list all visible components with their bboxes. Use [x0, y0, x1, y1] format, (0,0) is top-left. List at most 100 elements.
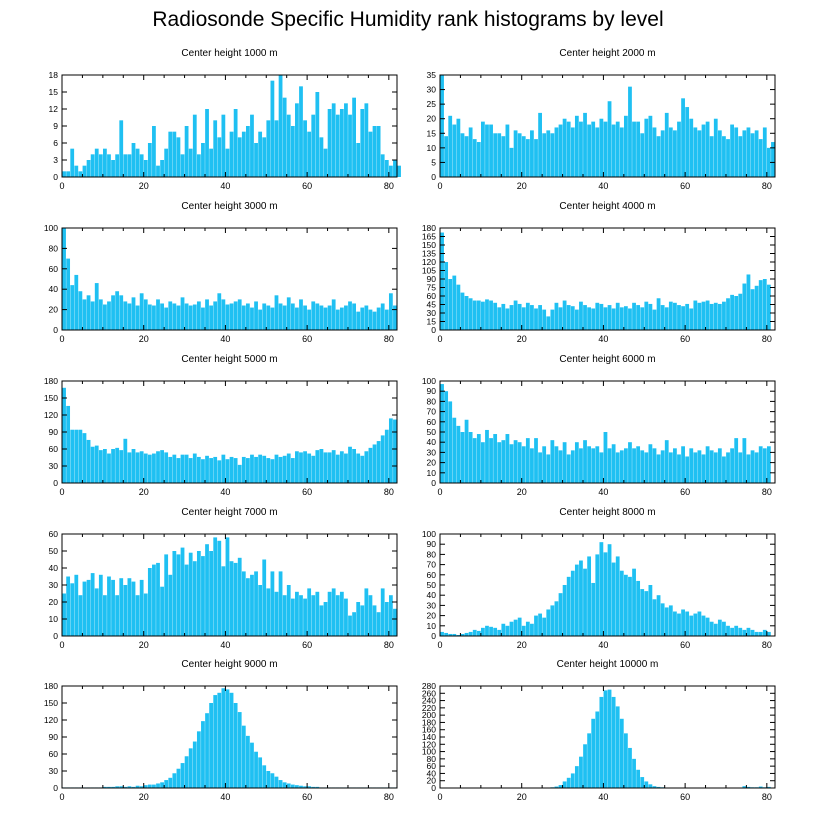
histogram-bar [574, 564, 579, 636]
histogram-bar [660, 450, 665, 483]
histogram-bar [766, 446, 771, 483]
histogram-bar [595, 446, 600, 483]
histogram-bar [286, 453, 291, 483]
y-tick-label: 20 [427, 114, 437, 124]
histogram-bar [444, 136, 449, 177]
histogram-bar [241, 131, 246, 177]
histogram-bar [331, 103, 336, 177]
histogram-bar [364, 305, 369, 330]
x-tick-label: 40 [598, 640, 608, 650]
histogram-bar [734, 127, 739, 177]
y-tick-label: 20 [49, 597, 59, 607]
histogram-bar [554, 127, 559, 177]
y-tick-label: 18 [49, 70, 59, 80]
y-tick-label: 10 [427, 468, 437, 478]
histogram-bar [384, 309, 389, 330]
histogram-bar [562, 442, 567, 483]
histogram-bar [648, 444, 653, 483]
y-tick-label: 100 [422, 747, 436, 757]
histogram-bar [229, 561, 234, 636]
y-tick-label: 60 [427, 761, 437, 771]
y-tick-label: 105 [422, 266, 436, 276]
y-tick-label: 15 [427, 128, 437, 138]
y-tick-label: 12 [49, 104, 59, 114]
histogram-bar [713, 452, 718, 483]
histogram-bar [111, 786, 115, 788]
histogram-bar [152, 305, 156, 330]
y-tick-label: 20 [427, 458, 437, 468]
histogram-bar [270, 773, 275, 788]
histogram-bar [384, 429, 389, 483]
x-tick-label: 60 [302, 487, 312, 497]
histogram-bar [233, 562, 238, 636]
histogram-bar [542, 446, 547, 483]
histogram-bar [205, 455, 209, 483]
histogram-bar [456, 118, 461, 177]
histogram-bar [315, 92, 320, 177]
histogram-bar [611, 444, 616, 483]
histogram-bar [681, 98, 685, 177]
histogram-bar [579, 756, 583, 788]
histogram-bar [299, 86, 303, 177]
histogram-bar [644, 301, 649, 330]
histogram-bar [476, 434, 481, 483]
histogram-bar [143, 593, 148, 636]
histogram-bar [730, 627, 734, 636]
histogram-bar [327, 305, 332, 330]
histogram-bar [497, 307, 502, 330]
histogram-bar [119, 786, 124, 788]
histogram-bar [123, 585, 128, 636]
histogram-bar [344, 453, 348, 483]
histogram-bar [286, 297, 291, 330]
histogram-bar [583, 112, 587, 177]
histogram-bar [86, 160, 91, 177]
histogram-bar [368, 447, 373, 483]
histogram-bar [221, 454, 226, 483]
histogram-bar [636, 580, 641, 636]
histogram-bar [566, 454, 571, 483]
histogram-bar [660, 603, 665, 636]
histogram-bar [648, 784, 653, 788]
histogram-bar [574, 766, 579, 788]
histogram-bar [762, 127, 767, 177]
y-tick-label: 30 [427, 85, 437, 95]
histogram-bar [168, 301, 173, 330]
histogram-bar [364, 588, 369, 636]
histogram-bar [66, 576, 71, 636]
histogram-bar [525, 139, 530, 177]
histogram-bar [501, 136, 506, 177]
histogram-bar [344, 598, 348, 636]
histogram-bar [460, 133, 465, 177]
histogram-bar [221, 566, 226, 636]
histogram-bar [628, 442, 632, 483]
histogram-bar [562, 585, 567, 636]
histogram-bar [640, 133, 645, 177]
histogram-bar [689, 118, 694, 177]
histogram-bar [440, 75, 444, 177]
histogram-bar [147, 143, 152, 177]
histogram-bar [452, 275, 457, 330]
histogram-bar [217, 540, 222, 636]
histogram-bar [152, 453, 156, 483]
histogram-bar [172, 773, 177, 788]
y-tick-label: 15 [49, 87, 59, 97]
histogram-bar [270, 80, 275, 177]
histogram-bar [697, 611, 702, 636]
histogram-bar [538, 112, 542, 177]
histogram-bar [440, 384, 444, 483]
histogram-bar [352, 612, 356, 636]
histogram-bar [554, 302, 559, 330]
histogram-bar [705, 617, 710, 636]
histogram-bar [464, 419, 469, 483]
histogram-bar [623, 115, 628, 177]
histogram-bar [485, 124, 489, 177]
histogram-bar [307, 309, 312, 330]
histogram-bar [192, 304, 197, 330]
histogram-bar [319, 305, 324, 330]
plot-frame [439, 685, 776, 789]
histogram-bar [156, 783, 160, 788]
histogram-bar [380, 435, 385, 483]
histogram-bar [489, 438, 493, 483]
histogram-bar [311, 786, 316, 788]
histogram-bar [86, 439, 91, 483]
